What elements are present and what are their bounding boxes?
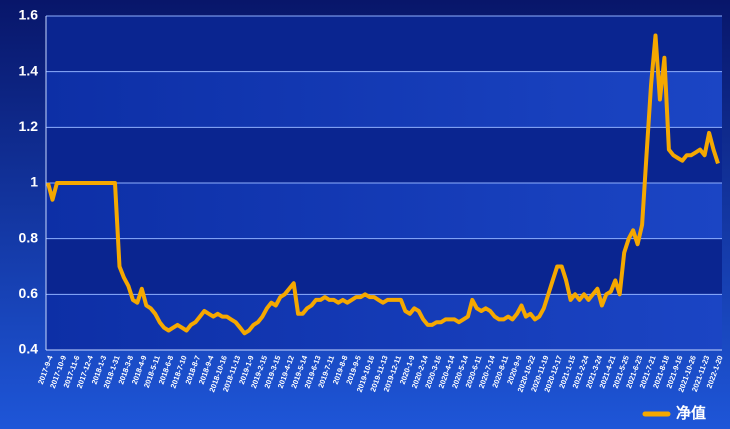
y-tick-label: 1.4 bbox=[19, 62, 39, 78]
y-tick-label: 0.4 bbox=[19, 341, 39, 357]
plot-band bbox=[46, 71, 722, 128]
plot-band bbox=[46, 16, 722, 72]
y-tick-label: 0.6 bbox=[19, 285, 39, 301]
plot-band bbox=[46, 238, 722, 295]
plot-band bbox=[46, 183, 722, 239]
y-tick-label: 1 bbox=[30, 174, 38, 190]
y-tick-label: 1.2 bbox=[19, 118, 39, 134]
y-tick-label: 1.6 bbox=[19, 7, 39, 23]
y-tick-label: 0.8 bbox=[19, 229, 39, 245]
line-series bbox=[46, 33, 720, 336]
plot-band bbox=[46, 127, 722, 183]
legend-label: 净值 bbox=[676, 404, 706, 422]
